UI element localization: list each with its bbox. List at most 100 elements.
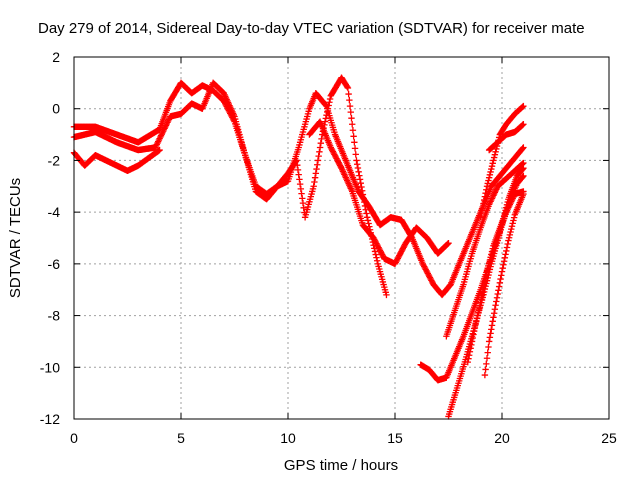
y-tick-label-4: -4 bbox=[48, 204, 61, 220]
data-point bbox=[480, 282, 488, 289]
data-point bbox=[295, 171, 302, 178]
data-point bbox=[484, 180, 491, 187]
data-point bbox=[495, 283, 503, 290]
data-point bbox=[490, 157, 497, 164]
data-point bbox=[496, 279, 504, 287]
data-point bbox=[383, 291, 390, 299]
data-point bbox=[478, 295, 485, 303]
data-point bbox=[478, 210, 485, 218]
data-point bbox=[473, 318, 480, 325]
data-point bbox=[493, 298, 500, 305]
data-point bbox=[482, 366, 489, 373]
data-point bbox=[481, 371, 489, 379]
data-point bbox=[483, 360, 490, 368]
data-point bbox=[483, 355, 491, 362]
data-point bbox=[357, 179, 364, 187]
data-point bbox=[470, 327, 478, 335]
data-point bbox=[159, 128, 167, 135]
data-point bbox=[468, 341, 475, 349]
data-point bbox=[480, 196, 488, 204]
data-point bbox=[158, 131, 165, 138]
data-point bbox=[488, 165, 495, 173]
data-point bbox=[296, 180, 304, 188]
data-point bbox=[468, 338, 476, 345]
data-point bbox=[317, 139, 325, 147]
y-tick-label-6: 0 bbox=[52, 101, 60, 117]
axis-ticks: 0 5 10 15 20 25 -12 -10 -8 -6 -4 -2 0 2 bbox=[40, 49, 617, 446]
data-point bbox=[155, 136, 163, 144]
data-point bbox=[480, 285, 487, 293]
data-point bbox=[492, 302, 499, 309]
data-point bbox=[296, 176, 303, 183]
series-9 bbox=[477, 102, 527, 221]
data-point bbox=[472, 321, 479, 328]
data-point bbox=[316, 148, 323, 156]
data-point bbox=[318, 135, 325, 143]
data-point bbox=[294, 161, 301, 169]
x-tick-label-2: 10 bbox=[280, 430, 296, 446]
data-point bbox=[293, 157, 300, 164]
data-point bbox=[485, 338, 493, 345]
data-point bbox=[483, 271, 490, 279]
data-point bbox=[351, 139, 358, 146]
data-point bbox=[475, 305, 483, 313]
data-point bbox=[361, 198, 368, 206]
data-point bbox=[508, 225, 515, 233]
data-point bbox=[491, 306, 499, 313]
data-point bbox=[482, 189, 489, 197]
data-point bbox=[316, 144, 324, 151]
data-point bbox=[326, 99, 333, 106]
data-point bbox=[353, 157, 360, 164]
data-point bbox=[488, 248, 496, 255]
data-point bbox=[478, 207, 486, 214]
data-point bbox=[498, 272, 505, 279]
data-point bbox=[507, 228, 514, 236]
data-point bbox=[445, 239, 452, 247]
data-point bbox=[443, 241, 451, 248]
data-point bbox=[292, 158, 300, 165]
data-point bbox=[485, 174, 493, 181]
y-tick-label-5: -2 bbox=[48, 152, 61, 168]
data-point bbox=[154, 138, 162, 145]
data-point bbox=[473, 315, 481, 322]
data-point bbox=[310, 183, 317, 190]
data-point bbox=[154, 139, 161, 147]
data-point bbox=[352, 151, 359, 158]
data-point bbox=[479, 289, 486, 296]
data-point bbox=[152, 144, 159, 151]
data-point bbox=[498, 268, 506, 275]
data-point bbox=[497, 275, 504, 283]
series-2 bbox=[70, 146, 163, 174]
data-point bbox=[371, 245, 378, 252]
data-point bbox=[481, 193, 489, 200]
data-point bbox=[356, 176, 364, 183]
data-point bbox=[294, 166, 302, 174]
data-point bbox=[488, 251, 495, 258]
data-point bbox=[349, 127, 357, 134]
data-point bbox=[163, 120, 170, 128]
data-point bbox=[152, 142, 160, 150]
data-point bbox=[477, 299, 484, 306]
data-point bbox=[491, 151, 499, 158]
data-point bbox=[346, 96, 353, 104]
data-point bbox=[520, 102, 527, 110]
data-point bbox=[322, 115, 330, 122]
data-point bbox=[464, 358, 471, 366]
data-point bbox=[159, 129, 166, 136]
x-axis-label: GPS time / hours bbox=[284, 457, 398, 474]
data-point bbox=[478, 292, 486, 299]
y-axis-label: SDTVAR / TECUs bbox=[7, 178, 24, 298]
data-point bbox=[347, 108, 354, 116]
data-point bbox=[488, 162, 496, 170]
series-10 bbox=[485, 121, 527, 154]
data-point bbox=[486, 334, 494, 341]
data-point bbox=[484, 265, 491, 272]
data-point bbox=[348, 114, 355, 122]
data-point bbox=[520, 121, 527, 128]
data-point bbox=[359, 191, 367, 198]
y-tick-label-3: -6 bbox=[48, 256, 61, 272]
data-point bbox=[488, 326, 495, 333]
data-point bbox=[364, 217, 372, 224]
data-point bbox=[480, 200, 487, 207]
data-point bbox=[487, 168, 494, 176]
